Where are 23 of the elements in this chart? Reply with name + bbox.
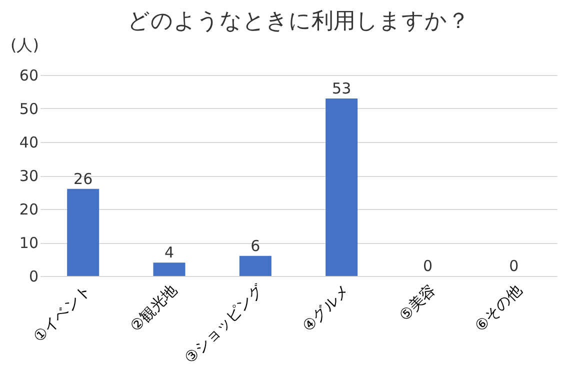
y-tick-label: 40 [19, 134, 38, 152]
y-tick-label: 60 [19, 66, 38, 84]
x-tick-label: ⑥その他 [471, 281, 526, 336]
y-tick-label: 10 [19, 234, 38, 252]
chart-title: どのようなときに利用しますか？ [128, 9, 470, 34]
y-tick-label: 20 [19, 200, 38, 218]
bar [239, 256, 272, 276]
bar [153, 262, 186, 276]
data-label: 0 [422, 257, 433, 275]
data-label: 4 [164, 244, 174, 262]
data-label: 53 [332, 79, 352, 98]
data-label: 6 [250, 236, 260, 255]
x-tick-label: ②観光地 [126, 281, 181, 336]
x-tick-label: ⑤美容 [396, 281, 440, 325]
bar [67, 188, 100, 276]
data-label: 0 [509, 257, 519, 275]
data-label: 26 [74, 170, 93, 188]
y-tick-label: 50 [19, 100, 38, 118]
bar [326, 98, 358, 276]
y-axis-title: (人) [10, 36, 39, 54]
x-tick-label: ③ショッピング [180, 280, 268, 367]
x-tick-label: ④グルメ [298, 281, 353, 336]
y-tick-label: 30 [19, 167, 38, 185]
